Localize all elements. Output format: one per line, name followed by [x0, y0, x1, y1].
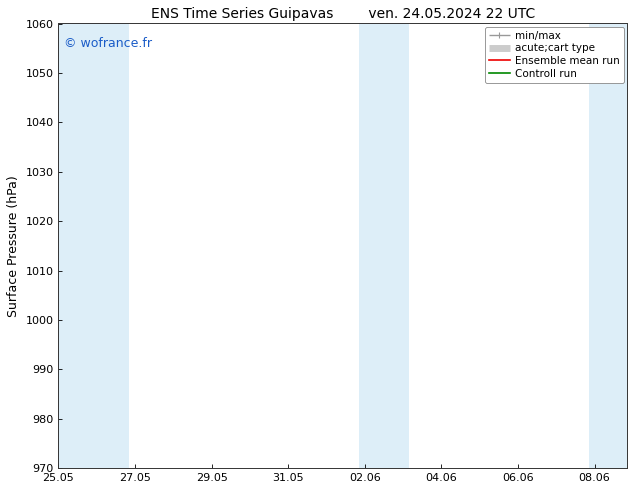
Bar — [589, 24, 627, 468]
Y-axis label: Surface Pressure (hPa): Surface Pressure (hPa) — [7, 175, 20, 317]
Bar — [359, 24, 409, 468]
Title: ENS Time Series Guipavas        ven. 24.05.2024 22 UTC: ENS Time Series Guipavas ven. 24.05.2024… — [151, 7, 535, 21]
Legend: min/max, acute;cart type, Ensemble mean run, Controll run: min/max, acute;cart type, Ensemble mean … — [485, 26, 624, 83]
Text: © wofrance.fr: © wofrance.fr — [64, 37, 152, 50]
Bar — [58, 24, 129, 468]
